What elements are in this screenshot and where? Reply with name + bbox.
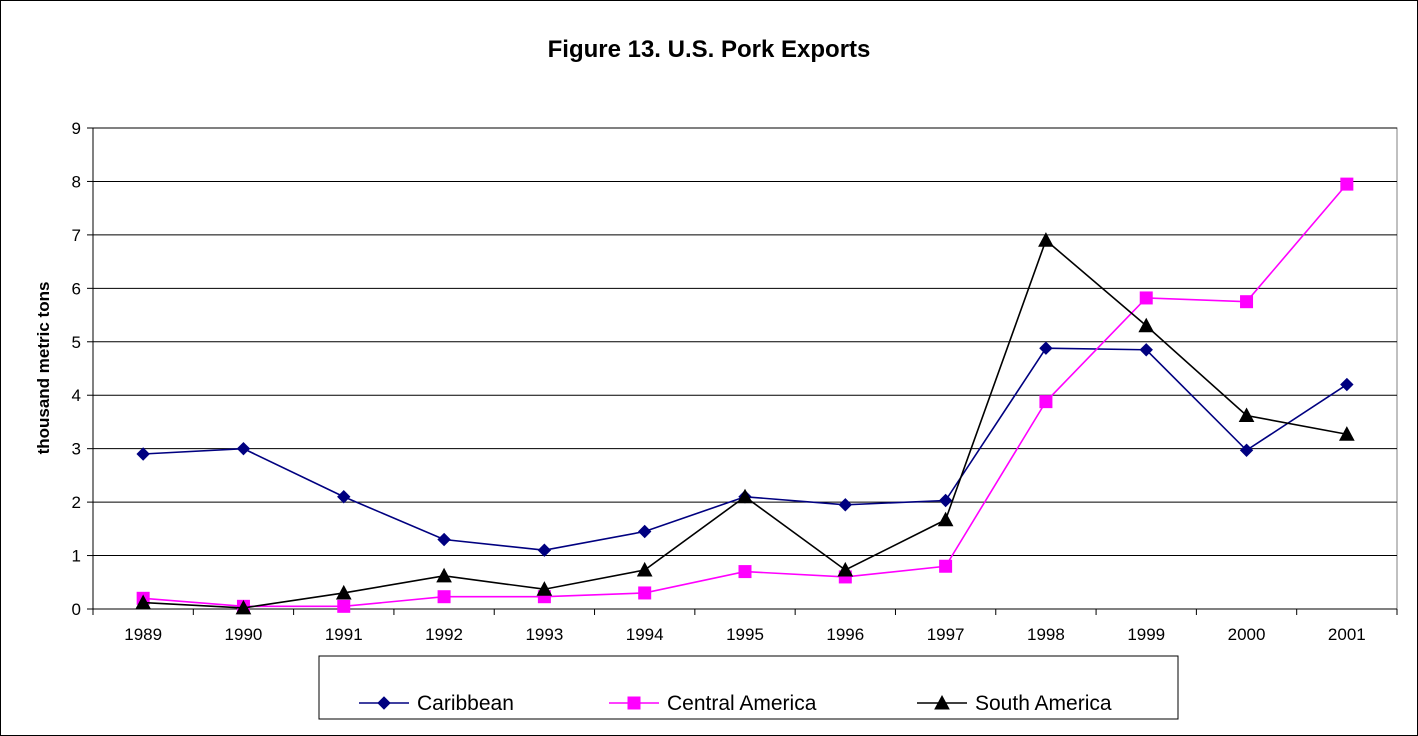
legend-marker (377, 696, 391, 710)
x-tick-label: 1989 (124, 625, 162, 644)
data-point (1038, 232, 1054, 247)
series-line (143, 238, 1347, 609)
axes: 0 1 2 3 4 5 6 7 8 9 1989 1990 1991 1992 1993 1994 1995 19… (72, 119, 1398, 644)
y-tick-label: 8 (72, 172, 81, 191)
legend: Caribbean Central America South America (318, 655, 1179, 720)
x-tick-label: 1991 (325, 625, 363, 644)
y-tick-label: 3 (72, 440, 81, 459)
data-point (837, 561, 854, 577)
legend-item: Caribbean (359, 692, 514, 715)
data-point (436, 567, 452, 583)
legend-label: Central America (667, 692, 817, 715)
data-point (1139, 291, 1153, 305)
plot-area (92, 127, 1398, 610)
legend-marker (627, 696, 641, 710)
y-tick-label: 0 (72, 600, 81, 619)
y-tick-label: 5 (72, 333, 81, 352)
data-point (536, 581, 553, 596)
data-point (738, 565, 752, 579)
data-point (638, 586, 652, 600)
data-point (1138, 317, 1155, 333)
data-point (1139, 343, 1153, 357)
y-tick-label: 9 (72, 119, 81, 138)
x-tick-label: 1992 (425, 625, 463, 644)
data-point (337, 490, 351, 504)
x-tick-label: 1996 (826, 625, 864, 644)
series-south-america (135, 232, 1355, 615)
y-tick-label: 6 (72, 279, 81, 298)
data-point (537, 543, 552, 557)
data-point (1340, 177, 1354, 191)
x-tick-label: 1997 (927, 625, 965, 644)
data-point (1039, 395, 1053, 409)
data-point (637, 524, 652, 539)
legend-item: South America (917, 692, 1112, 715)
legend-marker (934, 694, 950, 710)
legend-label: Caribbean (417, 692, 514, 715)
data-point (1238, 407, 1255, 423)
y-tick-label: 7 (72, 226, 81, 245)
data-point (437, 590, 451, 604)
data-point (937, 511, 954, 527)
data-point (1240, 295, 1254, 309)
data-point (938, 493, 953, 508)
data-point (636, 561, 653, 577)
x-tick-label: 2001 (1328, 625, 1366, 644)
data-point (1339, 426, 1355, 441)
y-tick-label: 1 (72, 547, 81, 566)
series-caribbean (136, 341, 1354, 557)
data-point (136, 447, 150, 461)
data-point (1239, 443, 1254, 457)
x-tick-label: 1998 (1027, 625, 1065, 644)
legend-label: South America (975, 692, 1112, 715)
data-point (939, 559, 953, 573)
series-group (135, 177, 1355, 615)
legend-box (318, 655, 1179, 720)
y-tick-label: 2 (72, 493, 81, 512)
data-point (1340, 377, 1354, 392)
data-point (236, 441, 251, 456)
series-line (143, 347, 1348, 552)
data-point (737, 488, 753, 504)
data-point (135, 594, 151, 610)
data-point (437, 532, 451, 547)
legend-item: Central America (609, 692, 817, 715)
data-point (1039, 341, 1053, 355)
x-tick-label: 1993 (525, 625, 563, 644)
data-point (337, 599, 351, 613)
y-tick-label: 4 (72, 386, 81, 405)
x-tick-label: 1990 (225, 625, 263, 644)
data-point (335, 584, 352, 600)
x-tick-label: 1994 (626, 625, 664, 644)
x-tick-label: 2000 (1228, 625, 1266, 644)
x-tick-label: 1999 (1127, 625, 1165, 644)
gridlines (92, 127, 1398, 610)
data-point (838, 498, 853, 512)
x-tick-label: 1995 (726, 625, 764, 644)
data-point (235, 599, 252, 615)
chart-title: Figure 13. U.S. Pork Exports (548, 36, 871, 63)
y-axis-label: thousand metric tons (34, 282, 53, 455)
